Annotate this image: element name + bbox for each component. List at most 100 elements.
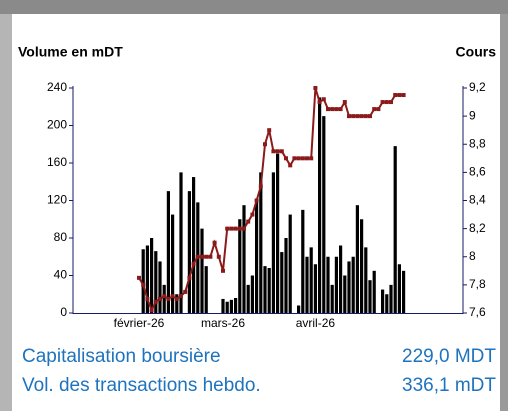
- marker: [149, 308, 154, 313]
- marker: [233, 226, 238, 231]
- y2-tick-label: 8,8: [469, 136, 486, 150]
- marker: [246, 219, 251, 224]
- marker: [271, 149, 276, 154]
- marker: [229, 226, 234, 231]
- x-tick-label: février-26: [114, 316, 165, 330]
- bar: [158, 261, 162, 313]
- bar: [238, 219, 242, 313]
- marker: [153, 299, 158, 304]
- line: [138, 87, 404, 313]
- bar: [271, 172, 275, 313]
- y-tick-label: 0: [60, 305, 67, 319]
- marker: [225, 226, 230, 231]
- info-value: 229,0 MDT: [402, 346, 496, 367]
- marker: [372, 107, 377, 112]
- bar: [242, 205, 246, 313]
- marker: [393, 93, 398, 98]
- bar: [313, 264, 317, 313]
- marker: [397, 93, 402, 98]
- marker: [174, 296, 179, 301]
- y-tick-label: 240: [47, 80, 67, 94]
- bar: [364, 247, 368, 313]
- x-tick-label: mars-26: [201, 316, 245, 330]
- left-axis-title: Volume en mDT: [18, 44, 123, 60]
- bar: [259, 172, 263, 313]
- bar: [318, 97, 322, 313]
- marker: [170, 294, 175, 299]
- bar: [192, 177, 196, 313]
- marker: [187, 275, 192, 280]
- bar: [200, 228, 204, 313]
- bar: [171, 214, 175, 313]
- marker: [355, 114, 360, 119]
- marker: [216, 254, 221, 259]
- y-tick-label: 120: [47, 193, 67, 207]
- marker: [275, 149, 280, 154]
- bar: [355, 205, 359, 313]
- bar: [234, 298, 238, 313]
- marker: [389, 100, 393, 105]
- bar: [360, 219, 364, 313]
- y2-tick-label: 8,4: [469, 193, 486, 207]
- marker: [376, 107, 381, 112]
- y2-tick-label: 8,6: [469, 165, 486, 179]
- bar: [280, 252, 284, 313]
- marker: [162, 294, 167, 299]
- bar: [154, 251, 158, 313]
- marker: [254, 198, 259, 203]
- bar: [326, 256, 330, 313]
- marker: [401, 93, 406, 98]
- info-label: Capitalisation boursière: [22, 346, 221, 367]
- bar: [381, 289, 385, 313]
- marker: [288, 163, 293, 168]
- bar: [162, 284, 166, 313]
- marker: [384, 100, 389, 105]
- marker: [330, 107, 335, 112]
- bar: [250, 275, 254, 313]
- marker: [263, 142, 267, 147]
- y2-tick-label: 9,2: [469, 80, 486, 94]
- marker: [267, 128, 272, 133]
- marker: [338, 107, 343, 112]
- y-tick-label: 40: [54, 268, 68, 282]
- marker: [284, 156, 288, 161]
- bar: [150, 238, 154, 313]
- marker: [368, 114, 372, 119]
- marker: [237, 226, 242, 231]
- marker: [313, 86, 318, 90]
- y2-tick-label: 8: [469, 249, 476, 263]
- marker: [363, 114, 368, 119]
- marker: [380, 100, 385, 105]
- bar: [255, 200, 259, 313]
- right-axis-title: Cours: [456, 44, 497, 60]
- marker: [321, 97, 326, 102]
- marker: [191, 261, 196, 266]
- marker: [279, 149, 284, 154]
- marker: [212, 240, 217, 245]
- bar: [225, 301, 229, 313]
- bar: [229, 299, 233, 313]
- bar: [276, 153, 280, 313]
- marker: [208, 254, 213, 259]
- marker: [166, 296, 171, 301]
- marker: [204, 254, 209, 259]
- bar: [385, 294, 389, 313]
- marker: [183, 289, 188, 294]
- bar: [389, 284, 393, 313]
- marker: [242, 226, 246, 231]
- bar: [393, 146, 397, 313]
- y-tick-label: 200: [47, 118, 67, 132]
- marker: [342, 100, 347, 105]
- bar: [175, 294, 179, 313]
- y2-tick-label: 8,2: [469, 221, 486, 235]
- marker: [250, 212, 255, 217]
- bar: [179, 172, 183, 313]
- bar: [141, 249, 145, 313]
- x-tick-label: avril-26: [296, 316, 336, 330]
- marker: [351, 114, 356, 119]
- bar: [301, 209, 305, 313]
- marker: [296, 156, 301, 161]
- bar: [347, 261, 351, 313]
- marker: [158, 296, 162, 301]
